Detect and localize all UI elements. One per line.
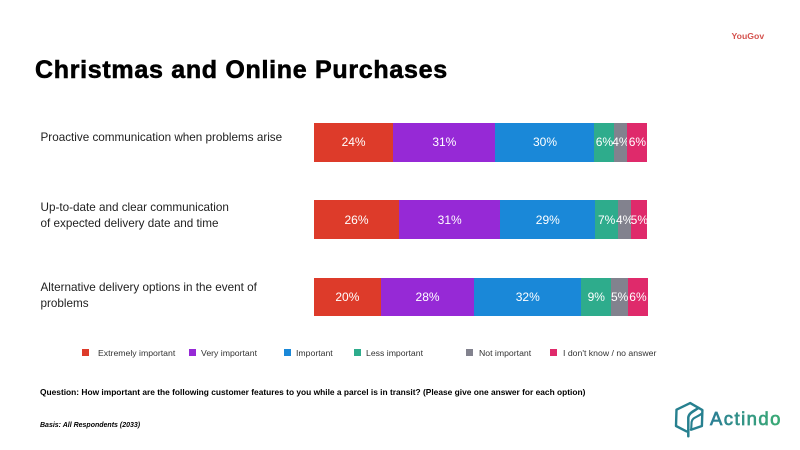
svg-text:Actindo: Actindo bbox=[710, 408, 782, 429]
